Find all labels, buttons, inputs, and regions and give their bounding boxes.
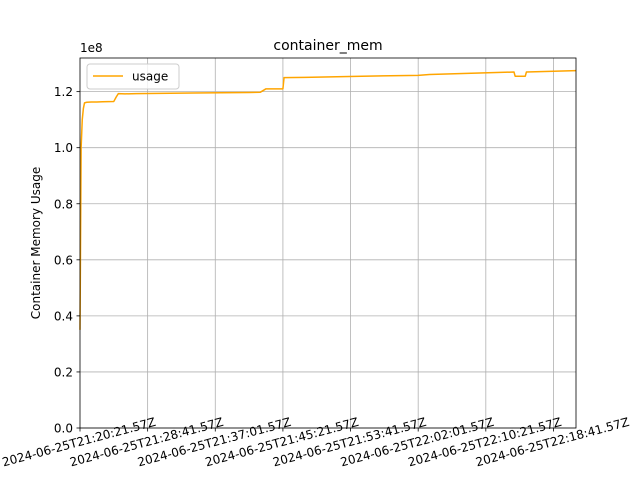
y-axis-offset-label: 1e8 (80, 41, 103, 55)
legend-label-usage: usage (132, 70, 168, 84)
grid-lines (80, 58, 576, 429)
legend: usage (86, 63, 180, 90)
y-tick-label: 0.0 (54, 422, 73, 436)
y-tick-label: 0.4 (54, 309, 73, 323)
y-tick-label: 0.8 (54, 197, 73, 211)
y-tick-label: 1.2 (54, 85, 73, 99)
legend-box (86, 63, 180, 90)
series-line-usage (79, 69, 577, 330)
y-tick-label: 1.0 (54, 141, 73, 155)
y-axis-label: Container Memory Usage (29, 167, 43, 319)
y-axis-ticks: 0.0 0.2 0.4 0.6 0.8 1.0 1.2 (54, 85, 80, 436)
series-layer (79, 69, 577, 330)
y-tick-label: 0.2 (54, 365, 73, 379)
y-tick-label: 0.6 (54, 253, 73, 267)
chart-title: container_mem (273, 38, 382, 54)
x-axis-ticks: 2024-06-25T21:20:21.57Z2024-06-25T21:28:… (1, 415, 631, 469)
plot-frame (79, 57, 577, 429)
